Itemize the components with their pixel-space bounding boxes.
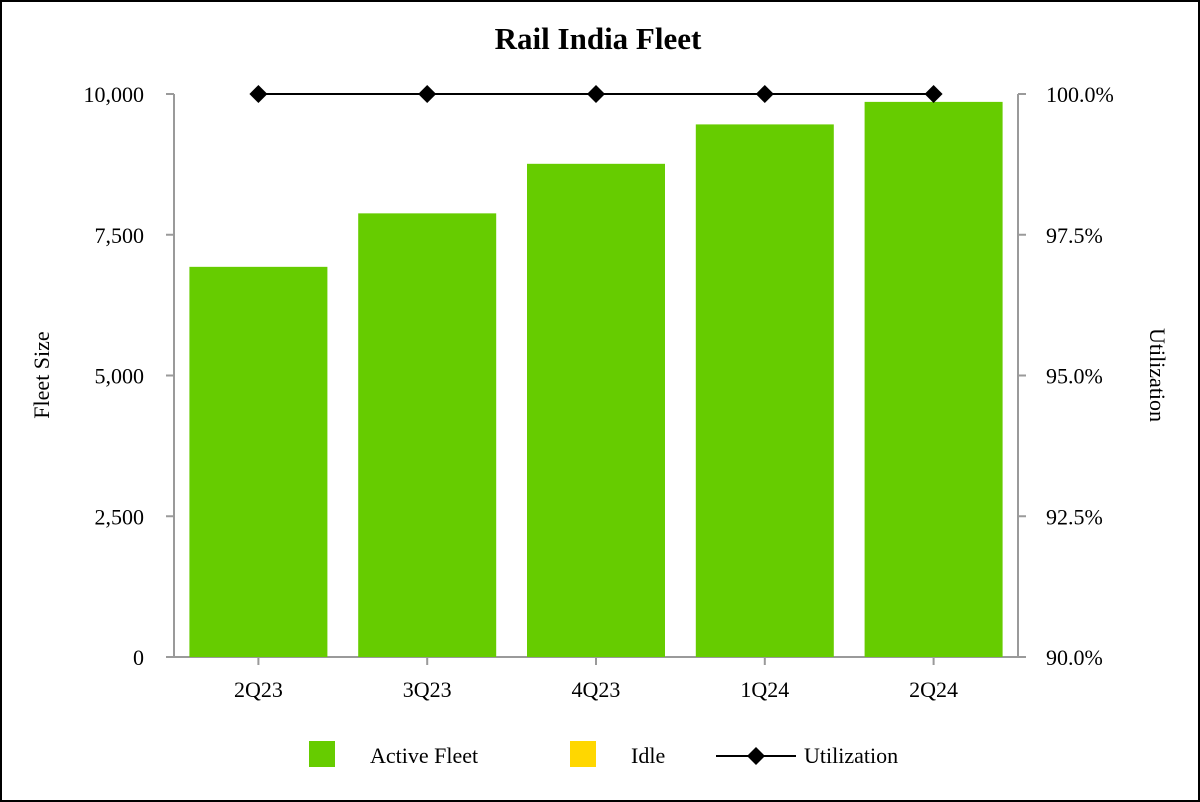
- x-tick-label: 2Q23: [234, 677, 283, 702]
- utilization-point: [924, 85, 943, 103]
- bar-active-fleet: [527, 163, 665, 657]
- x-tick-label: 4Q23: [572, 677, 621, 702]
- y2-axis-title: Utilization: [1145, 328, 1170, 422]
- utilization-point: [755, 85, 774, 103]
- y2-tick-label: 92.5%: [1046, 504, 1103, 529]
- legend-marker-utilization: [747, 747, 765, 765]
- legend-label-idle: Idle: [631, 743, 665, 768]
- y2-tick-label: 100.0%: [1046, 82, 1114, 107]
- y-tick-label: 7,500: [95, 223, 145, 248]
- x-tick-label: 3Q23: [403, 677, 452, 702]
- bar-active-fleet: [864, 101, 1003, 657]
- legend-label-utilization: Utilization: [804, 743, 898, 768]
- utilization-point: [418, 85, 437, 103]
- legend-label-active-fleet: Active Fleet: [370, 743, 478, 768]
- y-tick-label: 2,500: [95, 504, 145, 529]
- legend-swatch-idle: [570, 741, 596, 767]
- y-axis-title: Fleet Size: [29, 331, 54, 418]
- bar-active-fleet: [189, 266, 328, 657]
- bar-active-fleet: [695, 124, 834, 658]
- bar-active-fleet: [358, 213, 497, 657]
- y2-tick-label: 90.0%: [1046, 645, 1103, 670]
- y-tick-label: 0: [133, 645, 144, 670]
- x-tick-label: 2Q24: [909, 677, 958, 702]
- y-tick-label: 10,000: [84, 82, 145, 107]
- legend: Active Fleet Idle Utilization: [309, 741, 898, 768]
- utilization-point: [249, 85, 268, 103]
- y-tick-label: 5,000: [95, 364, 145, 389]
- chart-title: Rail India Fleet: [495, 21, 702, 56]
- plot-area: 0 2,500 5,000 7,500 10,000 90.0% 92.5% 95.0% 97.…: [84, 82, 1114, 702]
- y2-tick-label: 97.5%: [1046, 223, 1103, 248]
- y2-tick-label: 95.0%: [1046, 364, 1103, 389]
- legend-swatch-active-fleet: [309, 741, 335, 767]
- utilization-point: [587, 85, 605, 103]
- x-tick-label: 1Q24: [740, 677, 789, 702]
